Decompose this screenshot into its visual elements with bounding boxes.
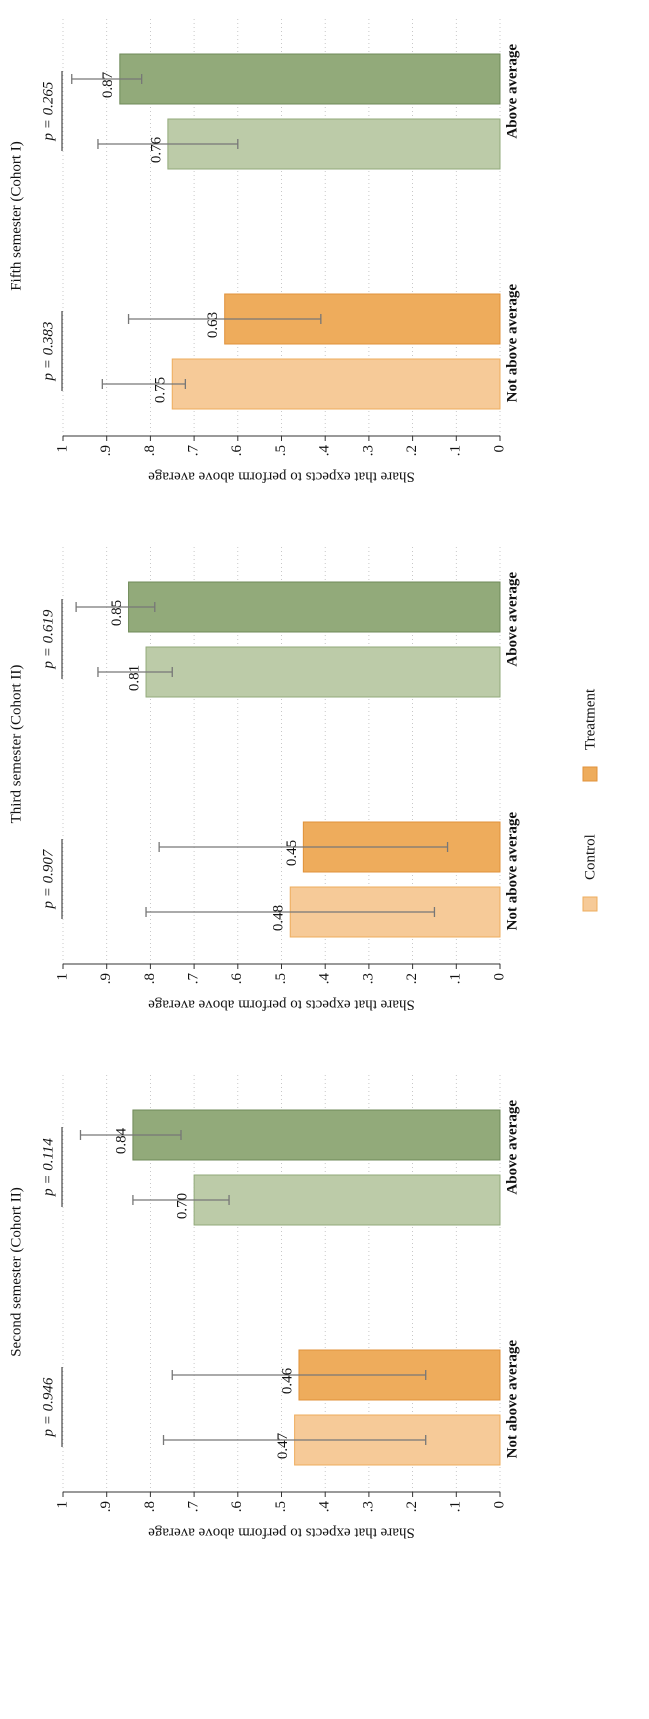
y-tick-label: .1 bbox=[448, 973, 464, 984]
y-axis-label: Share that expects to perform above aver… bbox=[148, 997, 415, 1013]
y-tick-label: .5 bbox=[273, 973, 289, 984]
y-tick-label: .8 bbox=[142, 1501, 158, 1512]
panel-title: Second semester (Cohort II) bbox=[8, 1187, 24, 1357]
panel-title: Third semester (Cohort II) bbox=[8, 665, 24, 824]
y-tick-label: .2 bbox=[404, 1501, 420, 1512]
y-tick-label: 0 bbox=[491, 1501, 507, 1509]
error-bar bbox=[162, 1435, 427, 1445]
error-bar bbox=[75, 602, 156, 612]
y-tick-label: .7 bbox=[186, 445, 202, 457]
error-bar bbox=[132, 1195, 230, 1205]
y-tick-label: .1 bbox=[448, 445, 464, 456]
bar bbox=[193, 1174, 501, 1226]
category-label: Not above average bbox=[504, 1340, 520, 1459]
p-value: p = 0.383 bbox=[40, 322, 56, 382]
category-label: Above average bbox=[504, 44, 520, 139]
y-tick-label: .4 bbox=[317, 973, 333, 985]
y-tick-label: .8 bbox=[142, 973, 158, 984]
error-bar bbox=[158, 842, 449, 852]
y-axis-label: Share that expects to perform above aver… bbox=[148, 469, 415, 485]
p-value: p = 0.114 bbox=[40, 1138, 56, 1197]
category-label: Above average bbox=[504, 572, 520, 667]
y-tick-label: .3 bbox=[360, 445, 376, 456]
y-tick-label: 1 bbox=[54, 1501, 70, 1509]
value-label: 0.87 bbox=[100, 71, 116, 98]
y-tick-label: .4 bbox=[317, 445, 333, 457]
category-label: Not above average bbox=[504, 284, 520, 403]
bar bbox=[119, 53, 501, 105]
y-tick-label: 0 bbox=[491, 973, 507, 981]
value-label: 0.63 bbox=[205, 312, 221, 338]
bar bbox=[132, 1109, 501, 1161]
y-tick-label: .2 bbox=[404, 973, 420, 984]
value-label: 0.84 bbox=[113, 1127, 129, 1154]
legend-label: Treatment bbox=[582, 688, 598, 750]
p-value: p = 0.619 bbox=[40, 609, 56, 669]
chart-body: 0 .1 .2 .3 .4 .5 .6 .7 .8 .9 1 Share that expects t… bbox=[8, 16, 598, 1541]
value-label: 0.85 bbox=[109, 600, 125, 626]
y-tick-label: .7 bbox=[186, 973, 202, 985]
error-bar bbox=[97, 667, 173, 677]
value-label: 0.76 bbox=[148, 136, 164, 163]
legend-swatch bbox=[582, 766, 598, 782]
y-tick-label: .9 bbox=[98, 445, 114, 456]
y-tick-label: .4 bbox=[317, 1501, 333, 1513]
y-tick-label: .5 bbox=[273, 445, 289, 456]
y-tick-label: .9 bbox=[98, 973, 114, 984]
error-bar bbox=[71, 74, 143, 84]
y-tick-label: 1 bbox=[54, 973, 70, 981]
y-tick-label: .5 bbox=[273, 1501, 289, 1512]
y-tick-label: .7 bbox=[186, 1501, 202, 1513]
error-bar bbox=[171, 1370, 427, 1380]
value-label: 0.47 bbox=[275, 1432, 291, 1459]
value-label: 0.75 bbox=[153, 377, 169, 403]
bar bbox=[128, 581, 501, 633]
error-bar bbox=[127, 314, 322, 324]
error-bar bbox=[145, 907, 436, 917]
p-value: p = 0.265 bbox=[40, 81, 56, 141]
value-label: 0.45 bbox=[284, 840, 300, 866]
bar bbox=[171, 358, 501, 410]
category-label: Not above average bbox=[504, 812, 520, 931]
category-label: Above average bbox=[504, 1100, 520, 1195]
value-label: 0.48 bbox=[271, 905, 287, 931]
y-tick-label: 1 bbox=[54, 445, 70, 453]
y-tick-label: .8 bbox=[142, 445, 158, 456]
value-label: 0.81 bbox=[126, 665, 142, 691]
y-axis-label: Share that expects to perform above aver… bbox=[148, 1525, 415, 1541]
error-bar bbox=[101, 379, 187, 389]
panel-title: Fifth semester (Cohort I) bbox=[8, 141, 24, 291]
y-tick-label: .6 bbox=[229, 445, 245, 457]
error-bar bbox=[79, 1130, 182, 1140]
y-tick-label: .6 bbox=[229, 1501, 245, 1513]
y-tick-label: .2 bbox=[404, 445, 420, 456]
value-label: 0.70 bbox=[175, 1193, 191, 1219]
y-tick-label: .6 bbox=[229, 973, 245, 985]
value-label: 0.46 bbox=[279, 1367, 295, 1394]
y-tick-label: .1 bbox=[448, 1501, 464, 1512]
y-tick-label: .3 bbox=[360, 1501, 376, 1512]
legend-label: Control bbox=[582, 834, 598, 880]
y-tick-label: 0 bbox=[491, 445, 507, 453]
y-tick-label: .9 bbox=[98, 1501, 114, 1512]
y-tick-label: .3 bbox=[360, 973, 376, 984]
error-bar bbox=[97, 139, 239, 149]
legend-swatch bbox=[582, 896, 598, 912]
p-value: p = 0.907 bbox=[40, 848, 56, 909]
p-value: p = 0.946 bbox=[40, 1377, 56, 1437]
bar bbox=[145, 646, 501, 698]
